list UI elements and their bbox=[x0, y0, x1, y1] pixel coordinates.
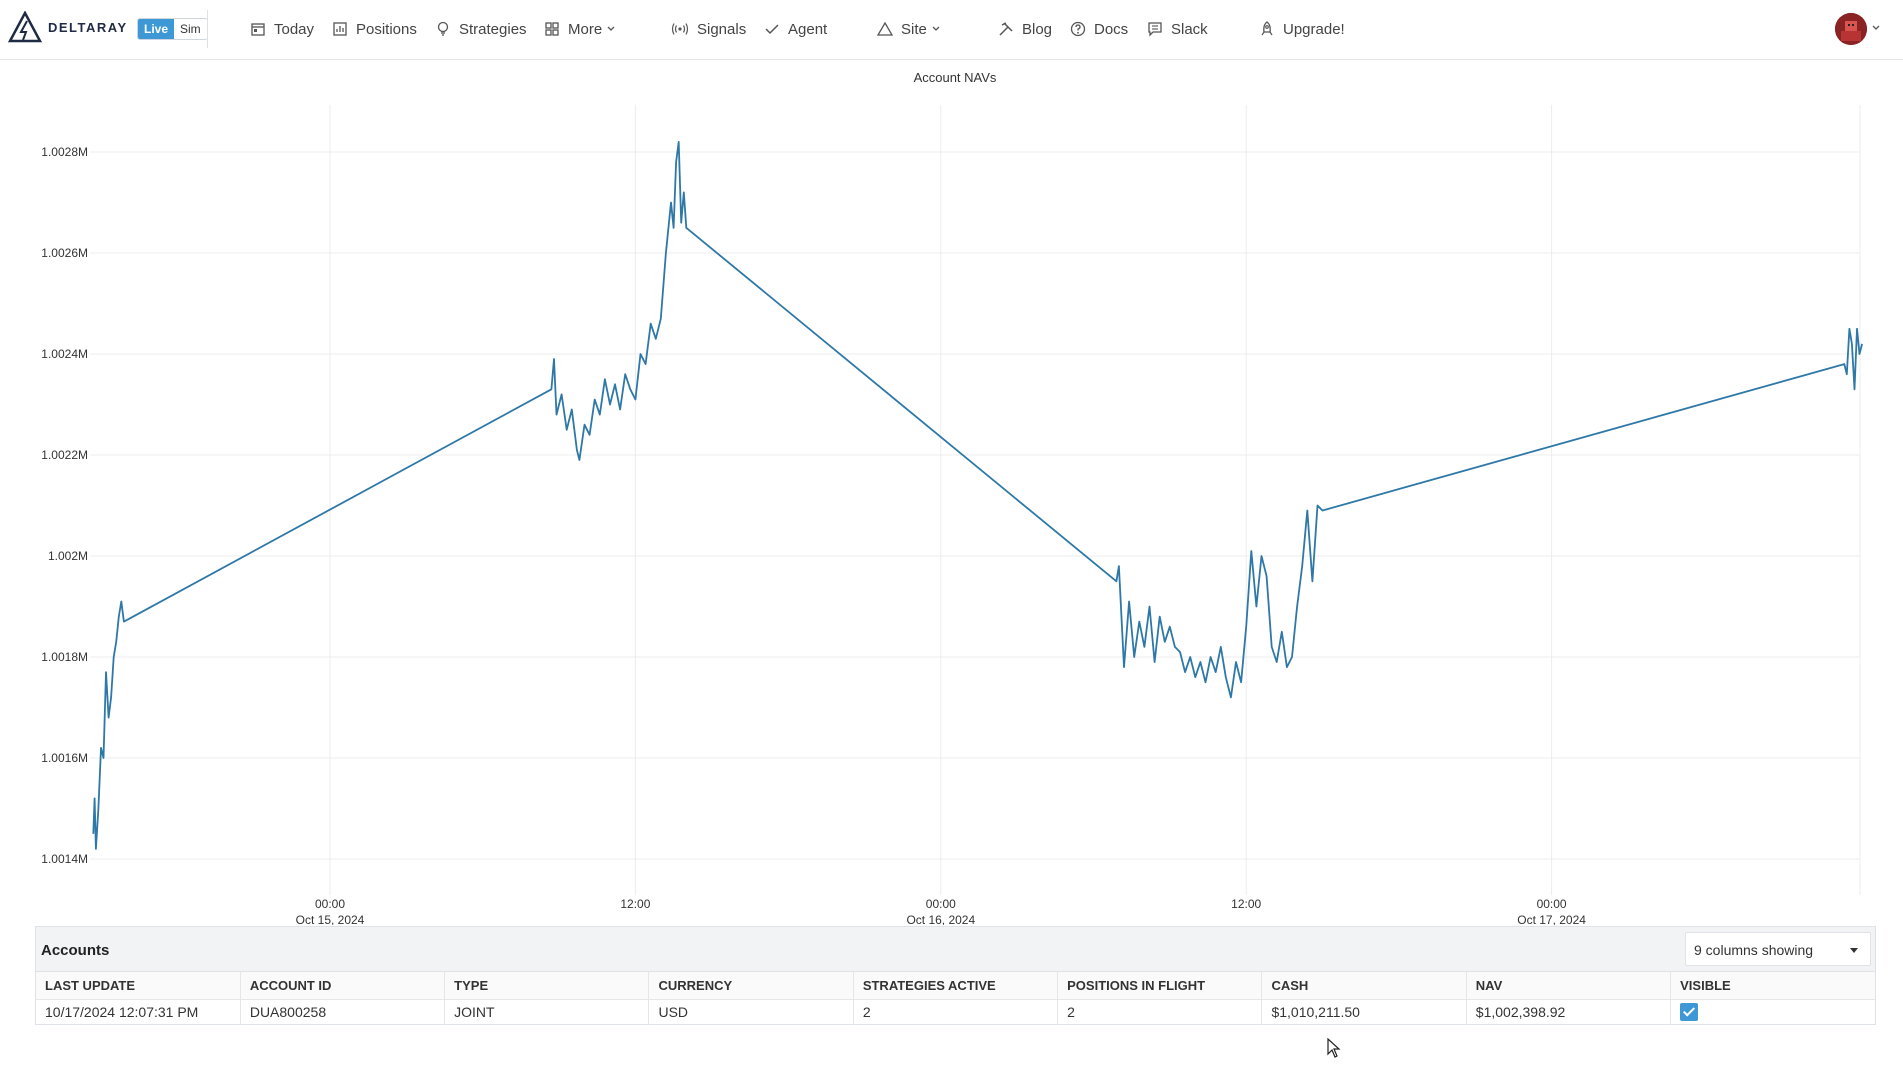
x-tick-time: 00:00 bbox=[315, 897, 345, 911]
visible-checkbox[interactable] bbox=[1680, 1003, 1699, 1022]
sim-mode-button[interactable]: Sim bbox=[174, 19, 207, 39]
columns-select-label: 9 columns showing bbox=[1694, 942, 1814, 958]
nav-positions[interactable]: Positions bbox=[332, 18, 417, 40]
message-icon bbox=[1148, 22, 1162, 37]
cell-visible bbox=[1671, 999, 1875, 1025]
chevron-down-icon[interactable] bbox=[1871, 23, 1881, 33]
nav-upgrade[interactable]: Upgrade! bbox=[1259, 18, 1345, 40]
nav-strategies-label: Strategies bbox=[459, 20, 527, 38]
accounts-table: LAST UPDATE ACCOUNT ID TYPE CURRENCY STR… bbox=[36, 972, 1875, 1025]
nav-slack[interactable]: Slack bbox=[1147, 18, 1208, 40]
live-sim-toggle: Live Sim bbox=[137, 18, 208, 40]
cell-positions-in-flight: 2 bbox=[1057, 999, 1263, 1025]
cell-account-id: DUA800258 bbox=[240, 999, 446, 1025]
cell-type: JOINT bbox=[444, 999, 650, 1025]
y-tick-label: 1.0028M bbox=[41, 145, 88, 159]
nav-docs-label: Docs bbox=[1094, 20, 1129, 38]
avatar-image-icon bbox=[1835, 13, 1867, 45]
col-nav[interactable]: NAV bbox=[1466, 972, 1672, 1000]
live-mode-button[interactable]: Live bbox=[138, 19, 175, 39]
nav-blog-label: Blog bbox=[1022, 20, 1053, 38]
cell-last-update: 10/17/2024 12:07:31 PM bbox=[36, 999, 241, 1025]
nav-today[interactable]: Today bbox=[250, 18, 314, 40]
cell-nav: $1,002,398.92 bbox=[1466, 999, 1672, 1025]
broadcast-icon bbox=[671, 23, 689, 35]
nav-slack-label: Slack bbox=[1171, 20, 1208, 38]
col-cash[interactable]: CASH bbox=[1261, 972, 1467, 1000]
col-type[interactable]: TYPE bbox=[444, 972, 650, 1000]
y-tick-label: 1.0026M bbox=[41, 246, 88, 260]
y-tick-label: 1.0022M bbox=[41, 448, 88, 462]
table-row[interactable]: 10/17/2024 12:07:31 PM DUA800258 JOINT U… bbox=[36, 999, 1875, 1025]
nav-upgrade-label: Upgrade! bbox=[1283, 20, 1345, 38]
cell-currency: USD bbox=[648, 999, 854, 1025]
col-currency[interactable]: CURRENCY bbox=[648, 972, 854, 1000]
mouse-cursor-icon bbox=[1327, 1038, 1341, 1058]
accounts-title: Accounts bbox=[41, 942, 110, 959]
nav-signals[interactable]: Signals bbox=[671, 18, 746, 40]
y-tick-label: 1.0014M bbox=[41, 852, 88, 866]
triangle-icon bbox=[877, 21, 893, 36]
cell-strategies-active: 2 bbox=[853, 999, 1059, 1025]
rocket-icon bbox=[1261, 21, 1273, 36]
x-tick-time: 12:00 bbox=[620, 897, 650, 911]
chevron-down-icon bbox=[607, 26, 615, 31]
x-tick-time: 00:00 bbox=[926, 897, 956, 911]
grid-icon bbox=[545, 22, 559, 36]
series-line-DUA800258 bbox=[92, 141, 1863, 850]
col-last-update[interactable]: LAST UPDATE bbox=[36, 972, 241, 1000]
nav-today-label: Today bbox=[274, 20, 315, 38]
nav-agent-label: Agent bbox=[788, 20, 828, 38]
chart-title: Account NAVs bbox=[913, 70, 997, 85]
caret-down-icon bbox=[1850, 948, 1858, 953]
columns-select[interactable]: 9 columns showing bbox=[1685, 932, 1871, 966]
nav-strategies[interactable]: Strategies bbox=[435, 18, 527, 40]
accounts-panel: Accounts 9 columns showing LAST UPDATE A… bbox=[35, 926, 1876, 1025]
chevron-down-icon bbox=[932, 26, 940, 31]
tools-icon bbox=[999, 22, 1013, 36]
x-tick-time: 12:00 bbox=[1231, 897, 1261, 911]
x-tick-time: 00:00 bbox=[1537, 897, 1567, 911]
brand-name: DELTARAY bbox=[48, 19, 128, 35]
nav-divider bbox=[207, 10, 208, 48]
nav-site-label: Site bbox=[901, 20, 927, 38]
nav-docs[interactable]: Docs bbox=[1070, 18, 1128, 40]
brand-logo[interactable]: DELTARAY bbox=[8, 11, 128, 43]
nav-blog[interactable]: Blog bbox=[998, 18, 1052, 40]
x-tick-date: Oct 16, 2024 bbox=[906, 913, 975, 925]
deltaray-logo-icon bbox=[8, 11, 42, 43]
col-account-id[interactable]: ACCOUNT ID bbox=[240, 972, 446, 1000]
accounts-header: Accounts 9 columns showing bbox=[36, 927, 1875, 972]
chart-box-icon bbox=[333, 22, 347, 36]
y-tick-label: 1.0016M bbox=[41, 751, 88, 765]
nav-site[interactable]: Site bbox=[877, 18, 941, 40]
col-strategies-active[interactable]: STRATEGIES ACTIVE bbox=[853, 972, 1059, 1000]
y-tick-label: 1.0018M bbox=[41, 650, 88, 664]
calendar-icon bbox=[251, 23, 265, 36]
top-nav: DELTARAY Live Sim Today Positions Strate… bbox=[0, 0, 1903, 60]
table-header-row: LAST UPDATE ACCOUNT ID TYPE CURRENCY STR… bbox=[36, 972, 1875, 1000]
cell-cash: $1,010,211.50 bbox=[1261, 999, 1467, 1025]
user-avatar[interactable] bbox=[1835, 13, 1867, 45]
col-visible[interactable]: VISIBLE bbox=[1670, 972, 1875, 1000]
lightbulb-icon bbox=[437, 21, 449, 36]
account-navs-chart[interactable]: 1.0014M 1.0016M 1.0018M 1.002M 1.0022M 1.0024… bbox=[0, 95, 1903, 925]
nav-positions-label: Positions bbox=[356, 20, 417, 38]
nav-agent[interactable]: Agent bbox=[764, 18, 827, 40]
check-icon bbox=[765, 24, 779, 35]
x-tick-date: Oct 15, 2024 bbox=[296, 913, 365, 925]
nav-more[interactable]: More bbox=[544, 18, 616, 40]
nav-more-label: More bbox=[568, 20, 603, 38]
y-tick-label: 1.0024M bbox=[41, 347, 88, 361]
col-positions-in-flight[interactable]: POSITIONS IN FLIGHT bbox=[1057, 972, 1263, 1000]
y-tick-label: 1.002M bbox=[48, 549, 88, 563]
x-tick-date: Oct 17, 2024 bbox=[1517, 913, 1586, 925]
help-circle-icon bbox=[1070, 21, 1086, 37]
nav-signals-label: Signals bbox=[697, 20, 747, 38]
